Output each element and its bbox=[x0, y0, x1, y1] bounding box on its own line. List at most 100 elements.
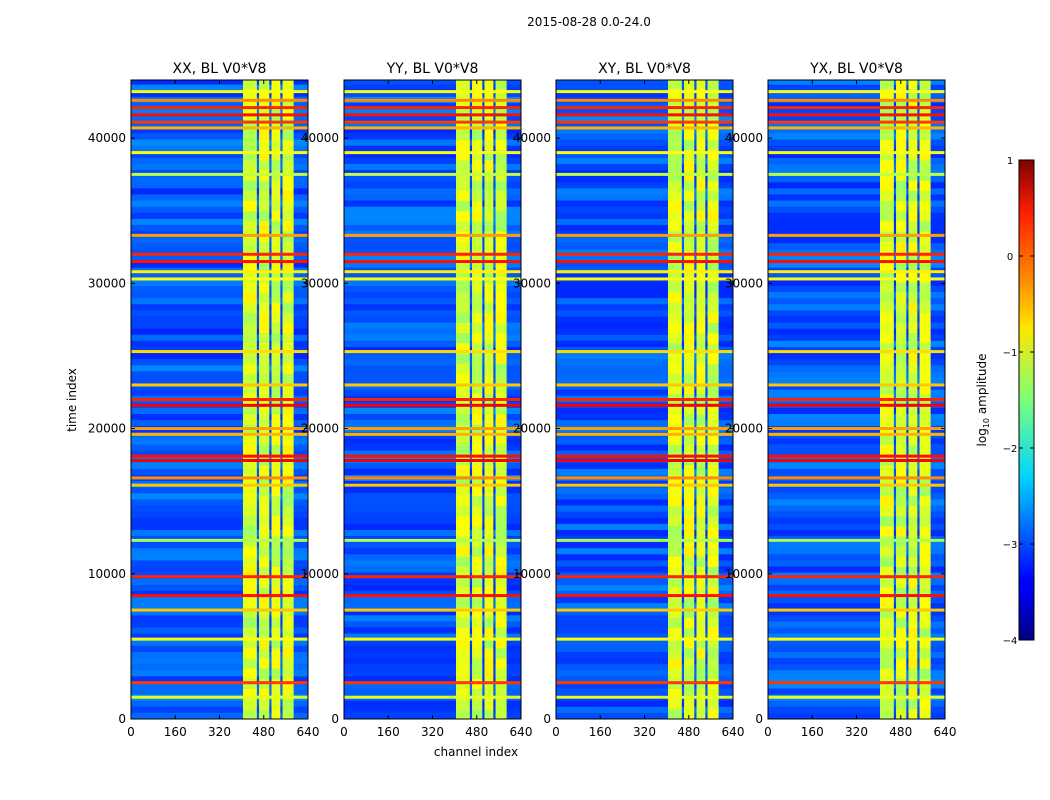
bright-band-cell bbox=[919, 566, 931, 578]
bright-band-cell bbox=[919, 129, 931, 141]
texture-row bbox=[344, 218, 521, 225]
bright-band-cell bbox=[684, 658, 695, 669]
x-tick-label: 640 bbox=[510, 725, 533, 739]
texture-row bbox=[768, 145, 945, 152]
bright-band-cell bbox=[919, 434, 931, 446]
texture-row bbox=[131, 584, 308, 591]
bright-band-cell bbox=[919, 525, 931, 537]
colorbar-tick-label: 1 bbox=[1007, 156, 1013, 167]
bright-band-cell bbox=[896, 88, 907, 100]
rfi-row bbox=[344, 458, 521, 462]
bright-band-cell bbox=[282, 525, 294, 537]
bright-band-cell bbox=[243, 271, 257, 283]
bright-band-cell bbox=[896, 658, 907, 669]
colorbar-label-sub: 10 bbox=[982, 418, 991, 428]
texture-row bbox=[131, 298, 308, 305]
texture-row bbox=[344, 706, 521, 713]
rfi-row bbox=[131, 126, 308, 130]
bright-band-cell bbox=[707, 88, 719, 100]
bright-band-cell bbox=[880, 332, 894, 344]
texture-row bbox=[344, 420, 521, 427]
bright-band-cell bbox=[696, 637, 706, 649]
bright-band-cell bbox=[919, 556, 931, 568]
texture-row bbox=[131, 682, 308, 689]
texture-row bbox=[768, 664, 945, 671]
bright-band-cell bbox=[696, 281, 706, 293]
bright-band-cell bbox=[259, 688, 270, 700]
bright-band-cell bbox=[282, 241, 294, 252]
bright-band-cell bbox=[484, 251, 494, 263]
bright-band-cell bbox=[495, 566, 507, 578]
bright-band-cell bbox=[484, 281, 494, 293]
bright-band-cell bbox=[696, 220, 706, 232]
bright-band-cell bbox=[495, 495, 507, 507]
texture-row bbox=[131, 127, 308, 134]
bright-band-cell bbox=[456, 353, 470, 364]
bright-band-cell bbox=[696, 464, 706, 476]
bright-band-cell bbox=[456, 220, 470, 232]
texture-row bbox=[556, 115, 733, 122]
bright-band-cell bbox=[908, 210, 918, 222]
texture-row bbox=[768, 200, 945, 207]
texture-row bbox=[344, 658, 521, 665]
x-tick-label: 640 bbox=[297, 725, 320, 739]
bright-band-cell bbox=[472, 80, 483, 90]
bright-band-cell bbox=[880, 129, 894, 141]
y-tick-label: 30000 bbox=[88, 276, 126, 290]
bright-band-cell bbox=[456, 200, 470, 212]
texture-row bbox=[344, 255, 521, 262]
texture-row bbox=[768, 255, 945, 262]
texture-row bbox=[768, 139, 945, 146]
bright-band-cell bbox=[243, 363, 257, 374]
bright-band-cell bbox=[919, 475, 931, 486]
bright-band-cell bbox=[271, 525, 281, 537]
texture-row bbox=[556, 334, 733, 341]
bright-band-cell bbox=[668, 698, 682, 710]
texture-row bbox=[768, 615, 945, 622]
y-tick-label: 0 bbox=[543, 712, 551, 726]
texture-row bbox=[556, 658, 733, 665]
bright-band-cell bbox=[456, 576, 470, 588]
bright-band-cell bbox=[472, 647, 483, 659]
bright-band-cell bbox=[707, 159, 719, 171]
bright-band-cell bbox=[484, 129, 494, 141]
texture-row bbox=[768, 627, 945, 634]
bright-band-cell bbox=[896, 149, 907, 161]
rfi-row bbox=[768, 172, 945, 176]
texture-row bbox=[768, 115, 945, 122]
texture-row bbox=[344, 493, 521, 500]
panel-title: YY, BL V0*V8 bbox=[386, 61, 479, 77]
bright-band-cell bbox=[484, 617, 494, 629]
bright-band-cell bbox=[696, 322, 706, 334]
bright-band-cell bbox=[896, 444, 907, 456]
bright-band-cell bbox=[919, 190, 931, 202]
rfi-row bbox=[556, 594, 733, 598]
bright-band-cell bbox=[668, 617, 682, 629]
rfi-row bbox=[768, 454, 945, 458]
texture-row bbox=[131, 444, 308, 451]
rfi-row bbox=[556, 350, 733, 354]
bright-band-cell bbox=[271, 576, 281, 588]
bright-band-cell bbox=[908, 129, 918, 141]
bright-band-cell bbox=[282, 647, 294, 659]
bright-band-cell bbox=[243, 647, 257, 659]
bright-band-cell bbox=[243, 658, 257, 669]
bright-band-cell bbox=[880, 88, 894, 100]
bright-band-cell bbox=[908, 271, 918, 283]
bright-band-cell bbox=[919, 261, 931, 273]
bright-band-cell bbox=[684, 322, 695, 334]
bright-band-cell bbox=[282, 119, 294, 130]
bright-band-cell bbox=[684, 149, 695, 161]
texture-row bbox=[131, 566, 308, 573]
bright-band-cell bbox=[684, 688, 695, 700]
bright-band-cell bbox=[896, 241, 907, 252]
bright-band-cell bbox=[908, 200, 918, 212]
texture-row bbox=[556, 249, 733, 256]
bright-band-cell bbox=[880, 414, 894, 425]
texture-row bbox=[344, 468, 521, 476]
bright-band-cell bbox=[484, 271, 494, 283]
bright-band-cell bbox=[495, 556, 507, 568]
bright-band-cell bbox=[707, 515, 719, 527]
bright-band-cell bbox=[243, 312, 257, 324]
rfi-row bbox=[768, 120, 945, 124]
